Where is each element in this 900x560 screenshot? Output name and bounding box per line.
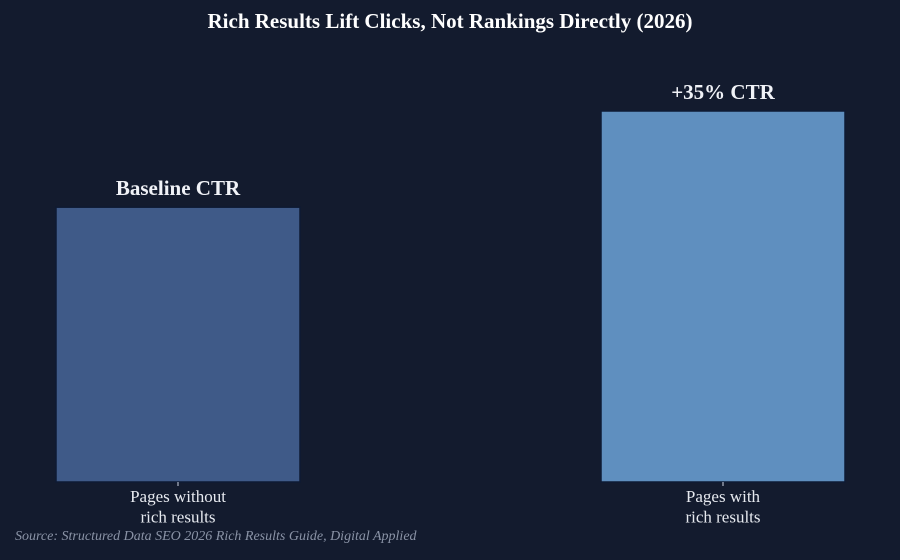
value-label: +35% CTR [671,80,775,104]
bar [600,110,846,483]
source-note: Source: Structured Data SEO 2026 Rich Re… [15,529,418,544]
bar [55,206,301,483]
chart-title: Rich Results Lift Clicks, Not Rankings D… [208,9,693,33]
value-label: Baseline CTR [116,176,241,200]
x-tick-label: Pages without rich results [130,487,226,526]
x-tick-label: Pages with rich results [685,487,760,526]
